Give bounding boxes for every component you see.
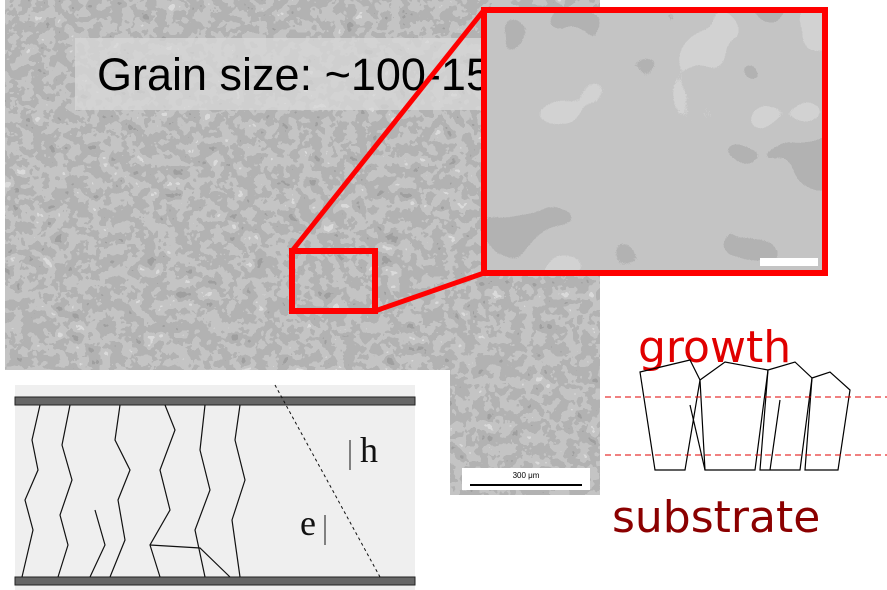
zoom-image xyxy=(484,10,825,273)
zoom-scale-bar xyxy=(760,258,818,266)
slide: 300 μm Grain size: ~100-150μm h e xyxy=(0,0,887,590)
top-layer xyxy=(15,397,415,405)
slide-canvas: 300 μm Grain size: ~100-150μm h e xyxy=(0,0,887,590)
crack-bg xyxy=(15,385,415,590)
growth-label: growth xyxy=(638,322,791,373)
growth-diagram: growth substrate xyxy=(605,322,887,543)
e-label: e xyxy=(300,503,316,543)
grains xyxy=(640,360,850,470)
crack-figure: h e xyxy=(15,385,415,590)
scale-bar-label: 300 μm xyxy=(513,471,540,480)
bottom-layer xyxy=(15,577,415,585)
substrate-label: substrate xyxy=(612,492,820,543)
h-label: h xyxy=(360,430,378,470)
